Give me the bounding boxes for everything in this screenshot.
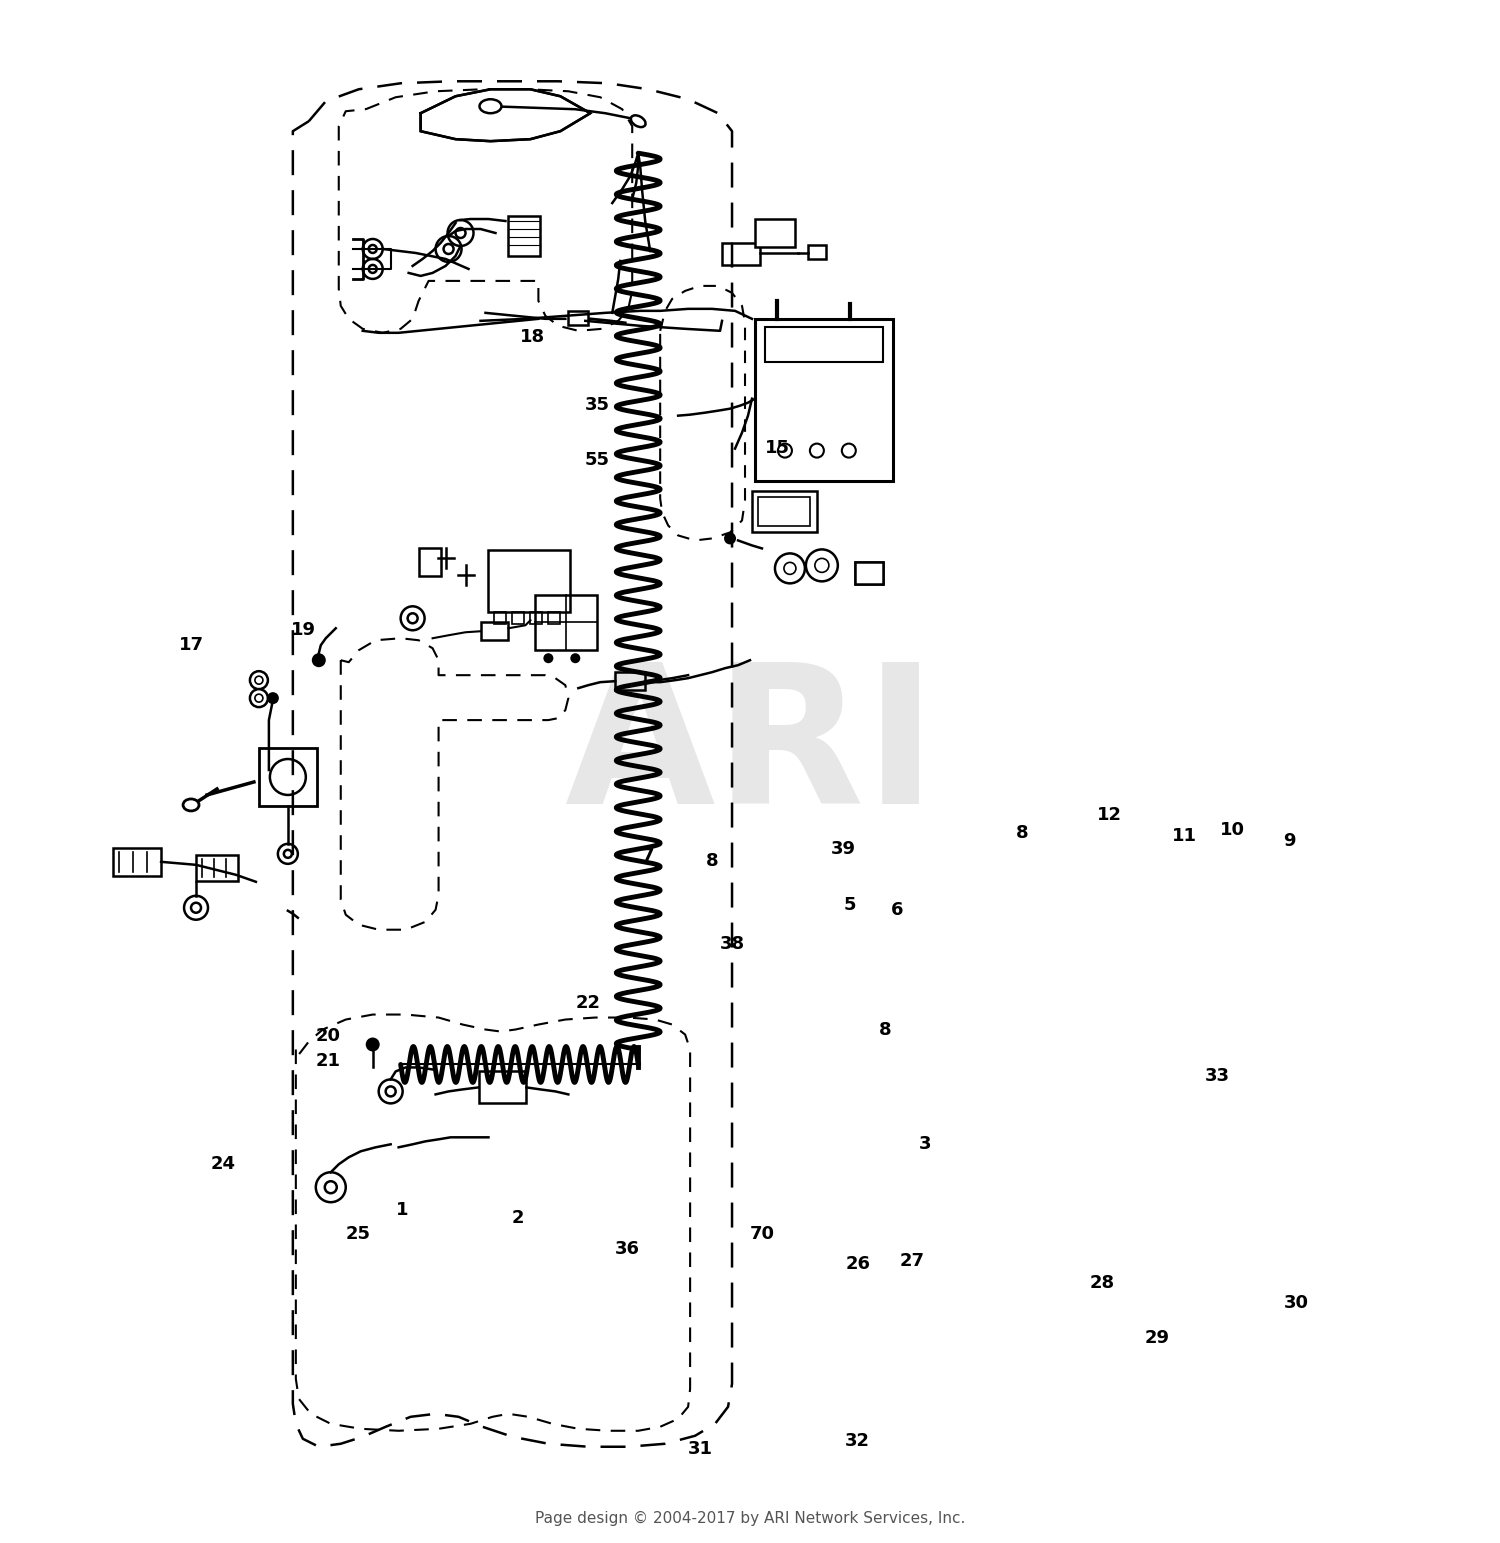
Bar [536,596,597,650]
Text: 29: 29 [1144,1329,1170,1347]
Text: 3: 3 [920,1136,932,1153]
Bar [489,551,570,613]
Text: 39: 39 [831,839,855,858]
Bar [531,613,543,625]
Ellipse shape [480,99,501,113]
Text: 5: 5 [844,896,856,915]
Text: 18: 18 [520,329,546,346]
Bar [260,748,316,805]
Text: 9: 9 [1282,832,1294,850]
Text: 19: 19 [291,620,316,639]
Text: 28: 28 [1089,1275,1114,1291]
Bar [480,622,508,640]
Text: 8: 8 [1016,824,1029,842]
Text: 8: 8 [706,852,718,870]
Text: 38: 38 [720,935,744,954]
Bar [549,613,561,625]
Circle shape [543,653,554,663]
Bar [568,310,588,326]
Text: 70: 70 [750,1225,774,1242]
Bar [752,491,818,532]
Text: 7: 7 [642,847,654,866]
Text: 10: 10 [1220,821,1245,839]
Bar [754,219,795,247]
Text: 17: 17 [178,636,204,654]
Text: 31: 31 [688,1440,712,1458]
Ellipse shape [632,116,645,127]
Text: 36: 36 [615,1241,639,1258]
Text: 25: 25 [345,1225,370,1242]
Text: 6: 6 [891,901,903,920]
Polygon shape [420,89,591,140]
Circle shape [251,671,268,690]
Bar [722,242,760,265]
Circle shape [251,690,268,707]
Bar [855,562,883,585]
Text: 15: 15 [765,440,789,457]
Bar [513,613,525,625]
Bar [196,855,238,881]
Text: 20: 20 [315,1028,340,1046]
Text: 1: 1 [396,1202,410,1219]
Circle shape [267,693,279,704]
Text: 27: 27 [898,1253,924,1270]
Text: 21: 21 [315,1052,340,1069]
Text: Page design © 2004-2017 by ARI Network Services, Inc.: Page design © 2004-2017 by ARI Network S… [536,1511,964,1526]
Bar [419,548,441,577]
Bar [478,1071,526,1103]
Bar [495,613,507,625]
Text: ARI: ARI [564,656,936,844]
Text: 55: 55 [585,452,610,469]
Text: 8: 8 [879,1021,891,1040]
Circle shape [570,653,580,663]
Text: 26: 26 [846,1256,870,1273]
Bar [765,327,884,361]
Text: 11: 11 [1172,827,1197,846]
Circle shape [312,653,326,667]
Text: 24: 24 [210,1156,236,1173]
Bar [615,673,645,690]
Bar [808,245,826,259]
Text: 33: 33 [1204,1068,1230,1085]
Circle shape [366,1037,380,1051]
Bar [758,497,810,526]
Circle shape [724,532,736,545]
Text: 2: 2 [512,1210,524,1227]
Polygon shape [855,562,883,585]
Text: 35: 35 [585,397,610,414]
Text: 22: 22 [576,994,602,1012]
Text: 32: 32 [846,1432,870,1450]
Bar [112,847,160,876]
Bar [754,319,892,480]
Text: 12: 12 [1096,805,1122,824]
Bar [509,216,540,256]
Ellipse shape [183,799,200,812]
Text: 30: 30 [1284,1295,1310,1312]
